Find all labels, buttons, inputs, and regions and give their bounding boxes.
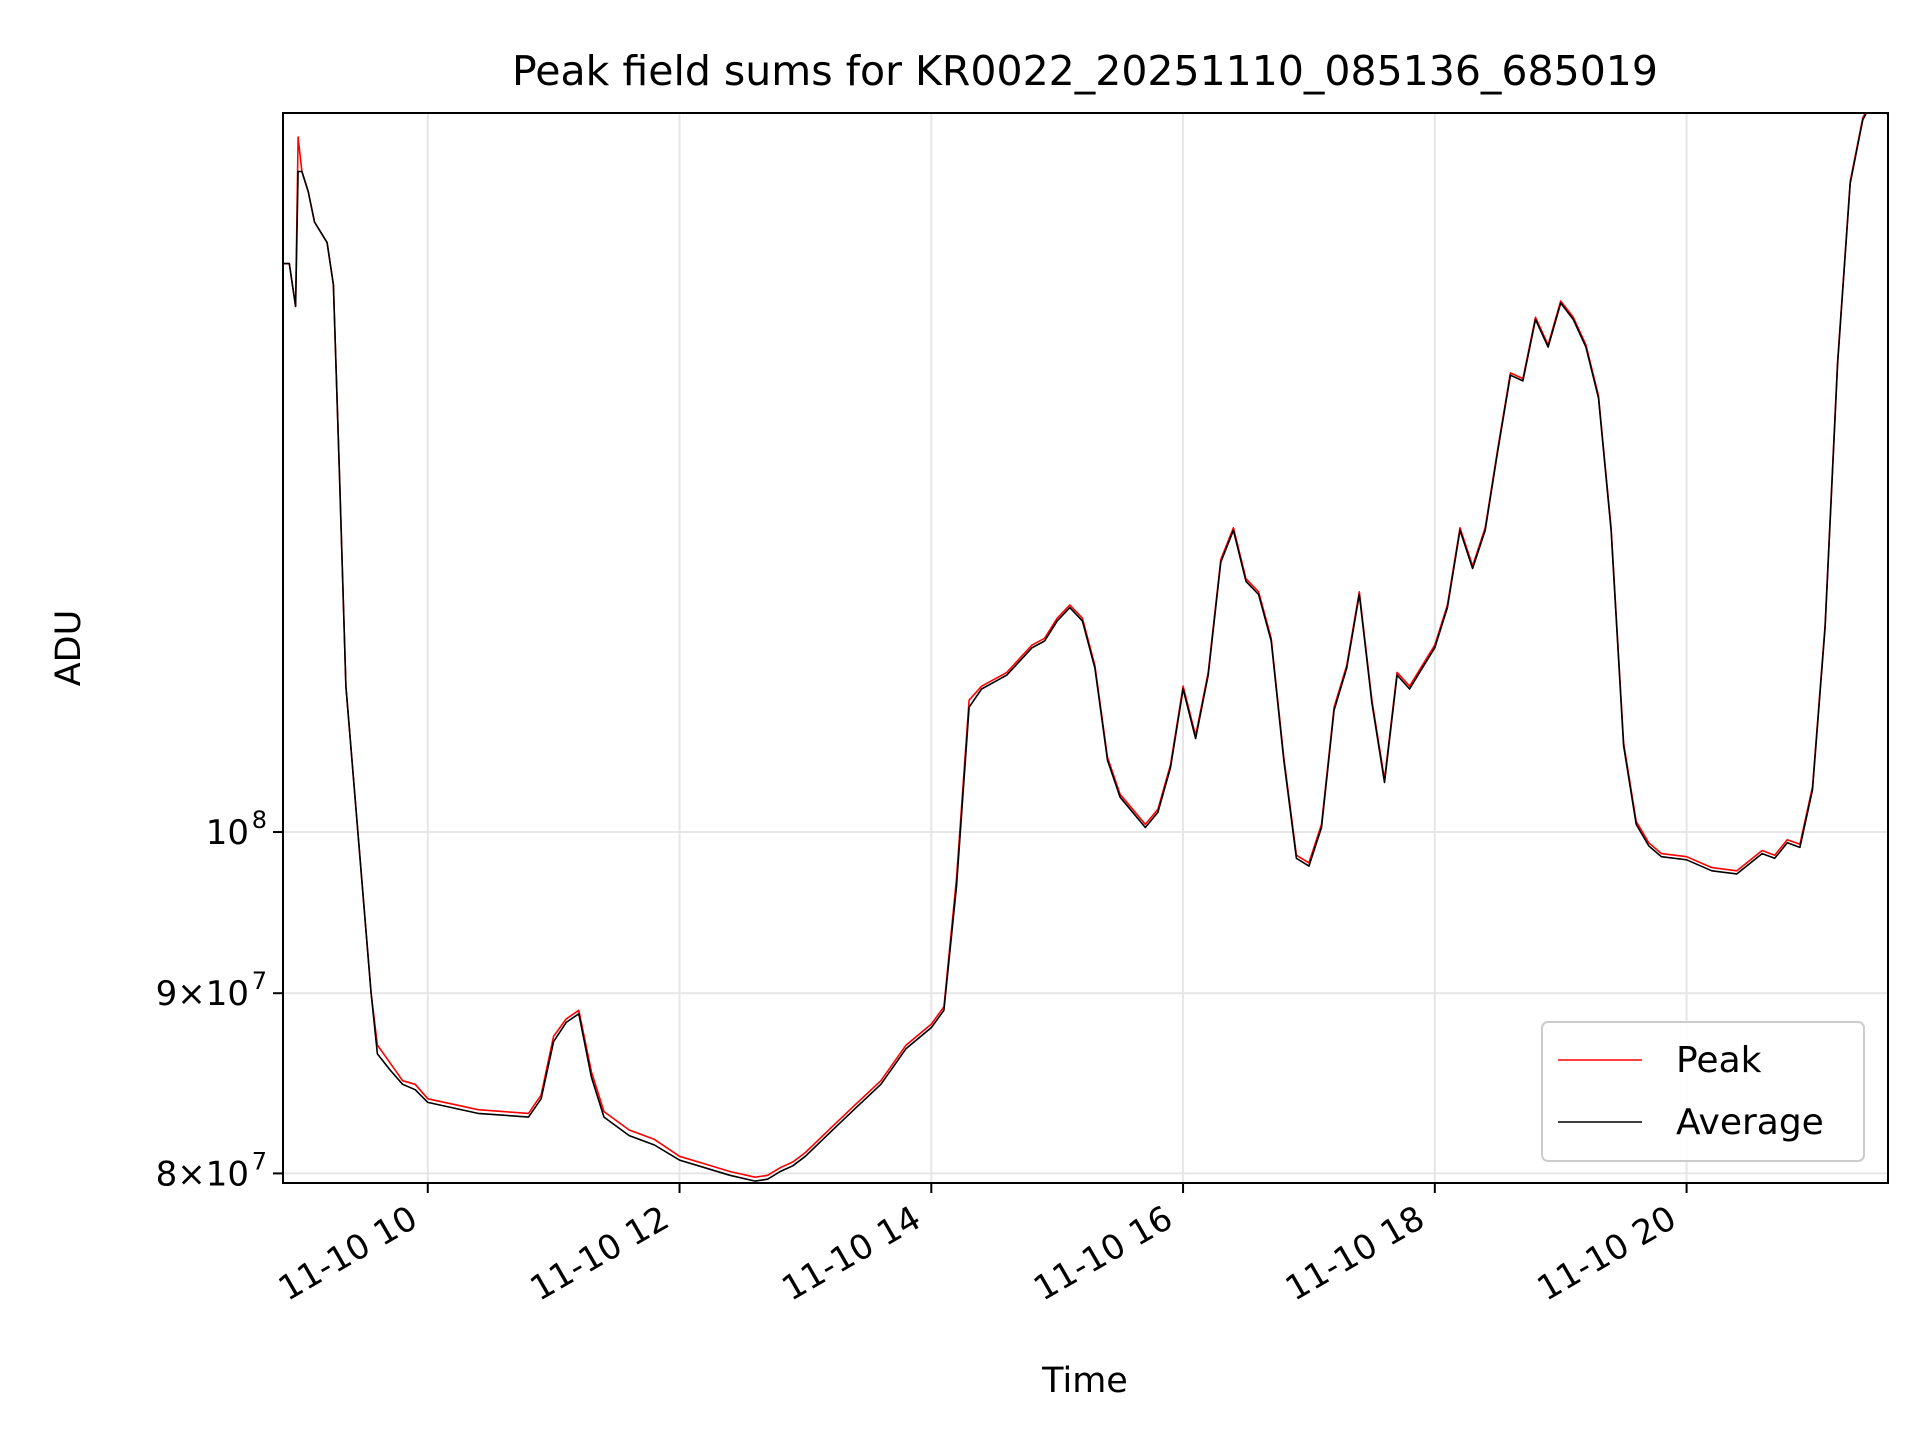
legend-peak-label: Peak [1676,1040,1762,1081]
legend-average-label: Average [1676,1102,1824,1143]
y-tick-label: 8×10 [156,1154,249,1194]
series-line-average [283,113,1888,1182]
y-axis-label: ADU [49,610,89,687]
y-tick-exponent: 8 [252,806,267,834]
chart-title: Peak field sums for KR0022_20251110_0851… [512,47,1658,95]
legend: Peak Average [1541,1021,1865,1162]
y-tick-label: 10 [206,813,249,853]
legend-box [1541,1021,1865,1162]
y-tick-label: 9×10 [156,974,249,1014]
x-axis-label: Time [1041,1361,1128,1401]
grid-lines [283,113,1888,1183]
series-layer [283,113,1888,1182]
plot-area-frame [282,112,1889,1184]
y-tick-exponent: 7 [252,1147,267,1175]
y-tick-exponent: 7 [252,967,267,995]
